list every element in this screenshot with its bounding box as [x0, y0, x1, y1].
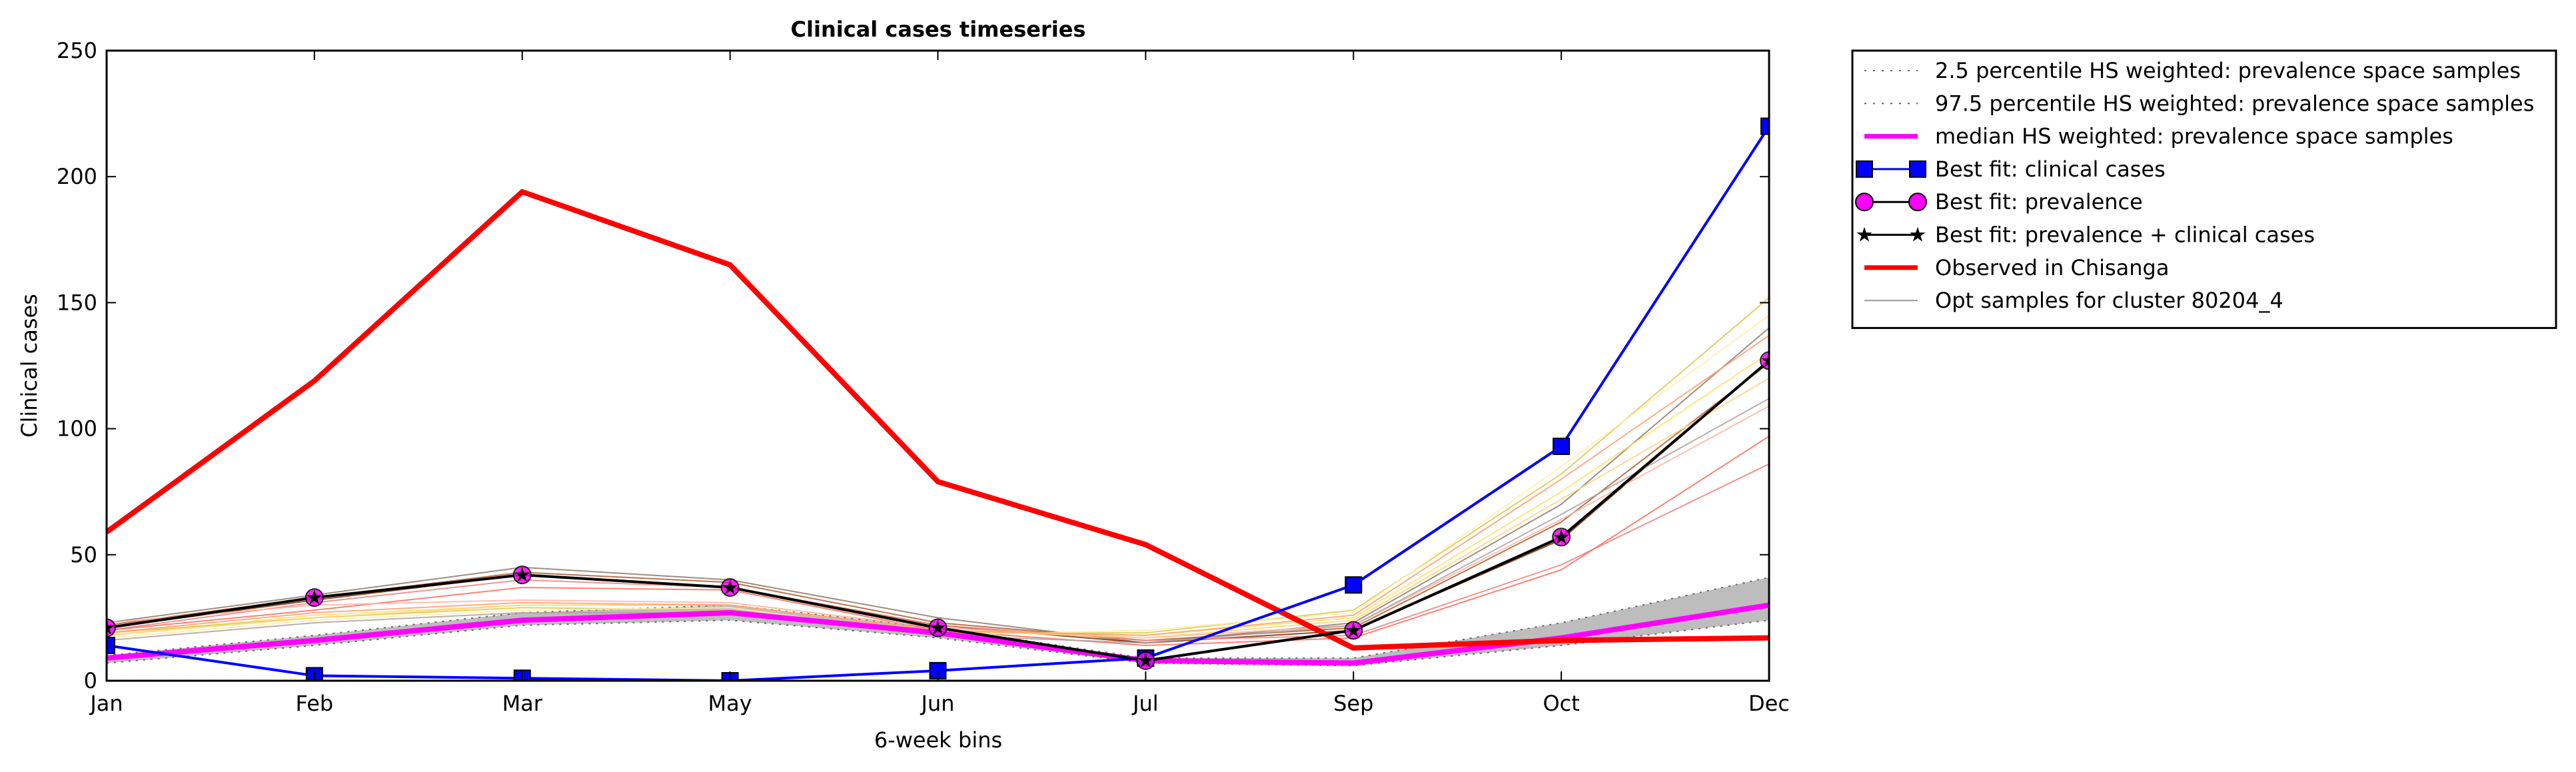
legend-marker-4-1	[1908, 193, 1927, 212]
legend-marker-5-1: ★	[1909, 224, 1927, 247]
opt-sample-line-7	[107, 297, 1769, 634]
series-line-observed	[107, 189, 1769, 651]
legend-label-5: Best fit: prevalence + clinical cases	[1935, 222, 2315, 248]
marker-best-fit-prevalence-2	[512, 566, 532, 585]
marker-best-fit-clinical-7	[1553, 438, 1571, 456]
legend-label-2: median HS weighted: prevalence space sam…	[1935, 124, 2453, 149]
y-tick-label-2: 100	[57, 416, 97, 442]
y-axis-label: Clinical cases	[17, 294, 42, 438]
marker-best-fit-prevalence-3	[720, 578, 740, 597]
x-tick-label-1: Feb	[296, 691, 334, 716]
x-tick-label-8: Dec	[1748, 691, 1790, 716]
x-tick-label-3: May	[708, 691, 752, 716]
marker-best-fit-prevalence-0	[107, 618, 116, 637]
x-tick-label-2: Mar	[502, 691, 543, 716]
plot-area: ★ ★ ★ ★ ★ ★ ★ ★ ★	[98, 117, 1778, 681]
legend-label-3: Best fit: clinical cases	[1935, 157, 2166, 182]
x-tick-label-6: Sep	[1333, 691, 1373, 716]
opt-sample-line-5	[107, 405, 1769, 639]
marker-best-fit-clinical-0	[107, 637, 115, 655]
chart-title: Clinical cases timeseries	[791, 17, 1086, 42]
y-tick-label-5: 250	[57, 38, 97, 63]
marker-best-fit-prevalence-6	[1344, 621, 1363, 640]
marker-best-fit-combined-5: ★	[1137, 649, 1155, 673]
opt-sample-line-9	[107, 378, 1769, 639]
legend-label-0: 2.5 percentile HS weighted: prevalence s…	[1935, 58, 2521, 83]
legend-marker-3-0	[1856, 160, 1873, 178]
legend-label-6: Observed in Chisanga	[1935, 255, 2169, 280]
x-tick-label-0: Jan	[89, 691, 123, 716]
marker-best-fit-prevalence-5	[1136, 651, 1155, 670]
x-tick-label-7: Oct	[1543, 691, 1579, 716]
series-line-97-5-percentile	[107, 576, 1769, 659]
marker-best-fit-combined-6: ★	[1345, 619, 1363, 642]
marker-best-fit-prevalence-1	[305, 588, 324, 607]
y-tick-label-3: 150	[57, 290, 97, 315]
legend: 2.5 percentile HS weighted: prevalence s…	[1851, 49, 2557, 329]
x-tick-label-4: Jun	[920, 691, 955, 716]
marker-best-fit-prevalence-4	[928, 618, 948, 637]
legend-label-1: 97.5 percentile HS weighted: prevalence …	[1935, 91, 2534, 116]
y-tick-label-0: 0	[84, 668, 97, 693]
opt-sample-line-0	[107, 327, 1769, 644]
plot-frame	[105, 49, 1770, 682]
legend-label-7: Opt samples for cluster 80204_4	[1935, 288, 2283, 313]
legend-marker-3-1	[1909, 160, 1926, 178]
marker-best-fit-clinical-6	[1345, 576, 1363, 594]
marker-best-fit-combined-8: ★	[1760, 349, 1778, 372]
opt-sample-line-3	[107, 463, 1769, 641]
y-tick-label-4: 200	[57, 164, 97, 189]
marker-best-fit-combined-1: ★	[305, 586, 323, 609]
marker-best-fit-prevalence-8	[1760, 351, 1769, 370]
marker-best-fit-combined-4: ★	[929, 617, 947, 640]
y-tick-label-1: 50	[70, 542, 97, 568]
marker-best-fit-prevalence-7	[1552, 528, 1571, 547]
marker-best-fit-clinical-8	[1760, 117, 1769, 135]
opt-sample-line-11	[107, 334, 1769, 636]
marker-best-fit-combined-0: ★	[98, 617, 116, 640]
x-axis-label: 6-week bins	[874, 727, 1002, 753]
legend-box	[1851, 49, 2557, 329]
marker-best-fit-combined-3: ★	[721, 576, 739, 599]
axes: Jan Feb Mar May Jun Jul Sep Oct Dec 0 50 100 150 200 2…	[57, 38, 1790, 716]
marker-best-fit-combined-7: ★	[1553, 526, 1571, 549]
x-tick-label-5: Jul	[1131, 691, 1159, 716]
marker-best-fit-combined-2: ★	[513, 564, 531, 587]
legend-label-4: Best fit: prevalence	[1935, 189, 2143, 214]
legend-marker-4-0	[1855, 193, 1874, 212]
legend-marker-5-0: ★	[1856, 224, 1874, 247]
